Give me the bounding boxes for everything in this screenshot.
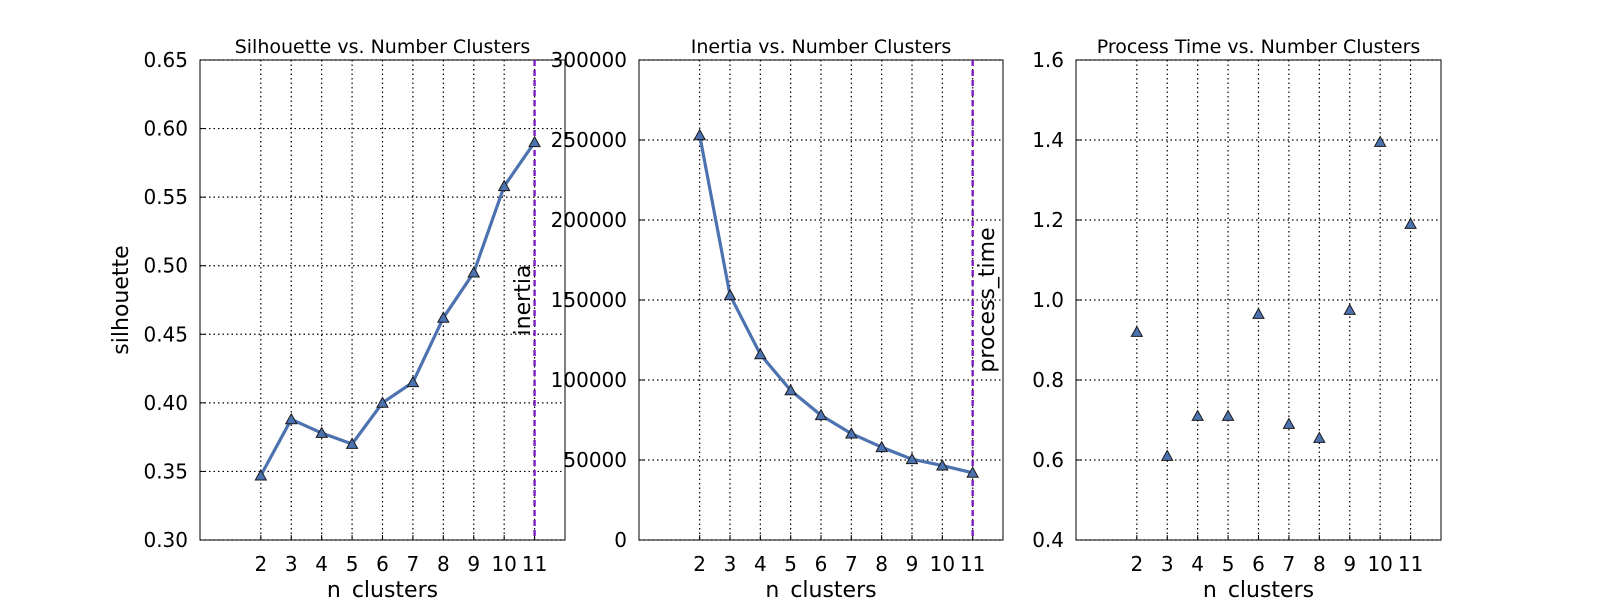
y-tick-label-0-60: 0.60 [143,117,188,141]
y-axis-label: silhouette [109,245,134,354]
y-tick-label-100000: 100000 [551,368,627,392]
x-tick-label-8: 8 [875,552,888,576]
chart-panel-1: 2 3 4 5 6 7 8 9 10 11 0.30 0.35 0.40 0.45 0.50 0.55 0.60… [109,36,566,600]
x-tick-label-6: 6 [376,552,389,576]
x-tick-label-3: 3 [285,552,298,576]
data-point-11 [528,135,541,148]
data-point-2 [1130,325,1144,337]
series-line [698,134,974,475]
data-point-6 [376,396,389,408]
data-point-11 [966,466,980,478]
y-tick-label-1-2: 1.2 [1032,208,1064,232]
data-point-10 [935,459,949,471]
y-tick-label-200000: 200000 [551,208,627,232]
y-tick-label-0-8: 0.8 [1032,368,1064,392]
data-point-4 [1191,409,1205,421]
data-point-3 [284,412,298,425]
y-tick-label-50000: 50000 [563,448,627,472]
x-tick-label-4: 4 [315,552,328,576]
data-point-2 [254,469,268,481]
data-point-4 [753,347,767,360]
x-tick-label-3: 3 [724,552,737,576]
chart-panel-3: 2 3 4 5 6 7 8 9 10 11 0.4 0.6 0.8 1.0 1.2 1.4 1.6 Process… [975,36,1442,600]
x-tick-label-3: 3 [1161,552,1174,576]
x-tick-label-9: 9 [467,552,480,576]
y-tick-label-0-55: 0.55 [143,185,188,209]
y-axis-label: process_time [975,227,1000,372]
x-axis-label: n_clusters [1203,578,1314,600]
x-axis-label: n_clusters [327,578,438,600]
data-point-7 [844,427,858,439]
data-point-4 [315,426,329,438]
x-tick-label-8: 8 [437,552,450,576]
data-point-9 [905,452,919,465]
data-point-10 [1373,135,1387,147]
x-tick-label-6: 6 [1252,552,1265,576]
x-tick-label-10: 10 [930,552,955,576]
y-axis-label: inertia [511,265,536,336]
x-tick-label-5: 5 [346,552,359,576]
x-tick-label-2: 2 [693,552,706,576]
x-tick-label-10: 10 [1367,552,1392,576]
y-tick-label-0-35: 0.35 [143,459,188,483]
y-tick-label-0-50: 0.50 [143,254,188,278]
data-point-3 [723,288,737,301]
x-tick-label-9: 9 [1343,552,1356,576]
data-point-8 [1312,431,1326,443]
x-tick-label-7: 7 [845,552,858,576]
x-tick-label-11: 11 [960,552,985,576]
y-tick-label-0-40: 0.40 [143,391,188,415]
x-tick-label-2: 2 [1130,552,1143,576]
data-point-6 [1252,307,1265,319]
y-tick-label-0-6: 0.6 [1032,448,1064,472]
x-tick-label-7: 7 [1283,552,1296,576]
y-tick-label-1-6: 1.6 [1032,48,1064,72]
data-point-5 [1221,409,1235,421]
x-tick-label-2: 2 [254,552,267,576]
data-point-6 [814,408,828,421]
chart-title: Silhouette vs. Number Clusters [235,36,531,58]
x-tick-label-5: 5 [784,552,797,576]
data-point-8 [875,440,889,453]
x-tick-label-5: 5 [1222,552,1235,576]
data-point-9 [1343,303,1357,315]
x-tick-label-11: 11 [522,552,547,576]
data-point-10 [497,179,511,192]
x-axis-label: n_clusters [765,578,876,600]
data-point-3 [1160,449,1174,461]
data-point-5 [784,383,798,396]
series-line [259,141,536,477]
data-point-7 [406,375,420,388]
y-tick-label-300000: 300000 [551,48,627,72]
y-tick-label-0: 0 [614,528,627,552]
y-tick-label-0-65: 0.65 [143,48,188,72]
x-tick-label-8: 8 [1313,552,1326,576]
data-point-8 [436,311,450,323]
x-tick-label-9: 9 [906,552,919,576]
chart-title: Inertia vs. Number Clusters [691,36,951,58]
y-tick-label-0-45: 0.45 [143,322,188,346]
chart-panel-2: 2 3 4 5 6 7 8 9 10 110500001000001500002000002500… [511,36,1004,600]
x-tick-label-7: 7 [407,552,420,576]
data-point-11 [1404,217,1417,229]
x-tick-label-4: 4 [754,552,767,576]
x-tick-label-4: 4 [1191,552,1204,576]
x-tick-label-6: 6 [815,552,828,576]
data-point-5 [345,437,359,449]
data-point-2 [693,128,707,141]
x-tick-label-11: 11 [1398,552,1423,576]
y-tick-label-150000: 150000 [551,288,627,312]
data-point-9 [467,266,481,278]
y-tick-label-0-4: 0.4 [1032,528,1064,552]
y-tick-label-250000: 250000 [551,128,627,152]
y-tick-label-0-30: 0.30 [143,528,188,552]
x-tick-label-10: 10 [491,552,516,576]
y-tick-label-1-4: 1.4 [1032,128,1064,152]
y-tick-label-1-0: 1.0 [1032,288,1064,312]
chart-title: Process Time vs. Number Clusters [1097,36,1421,58]
data-point-7 [1282,417,1296,429]
